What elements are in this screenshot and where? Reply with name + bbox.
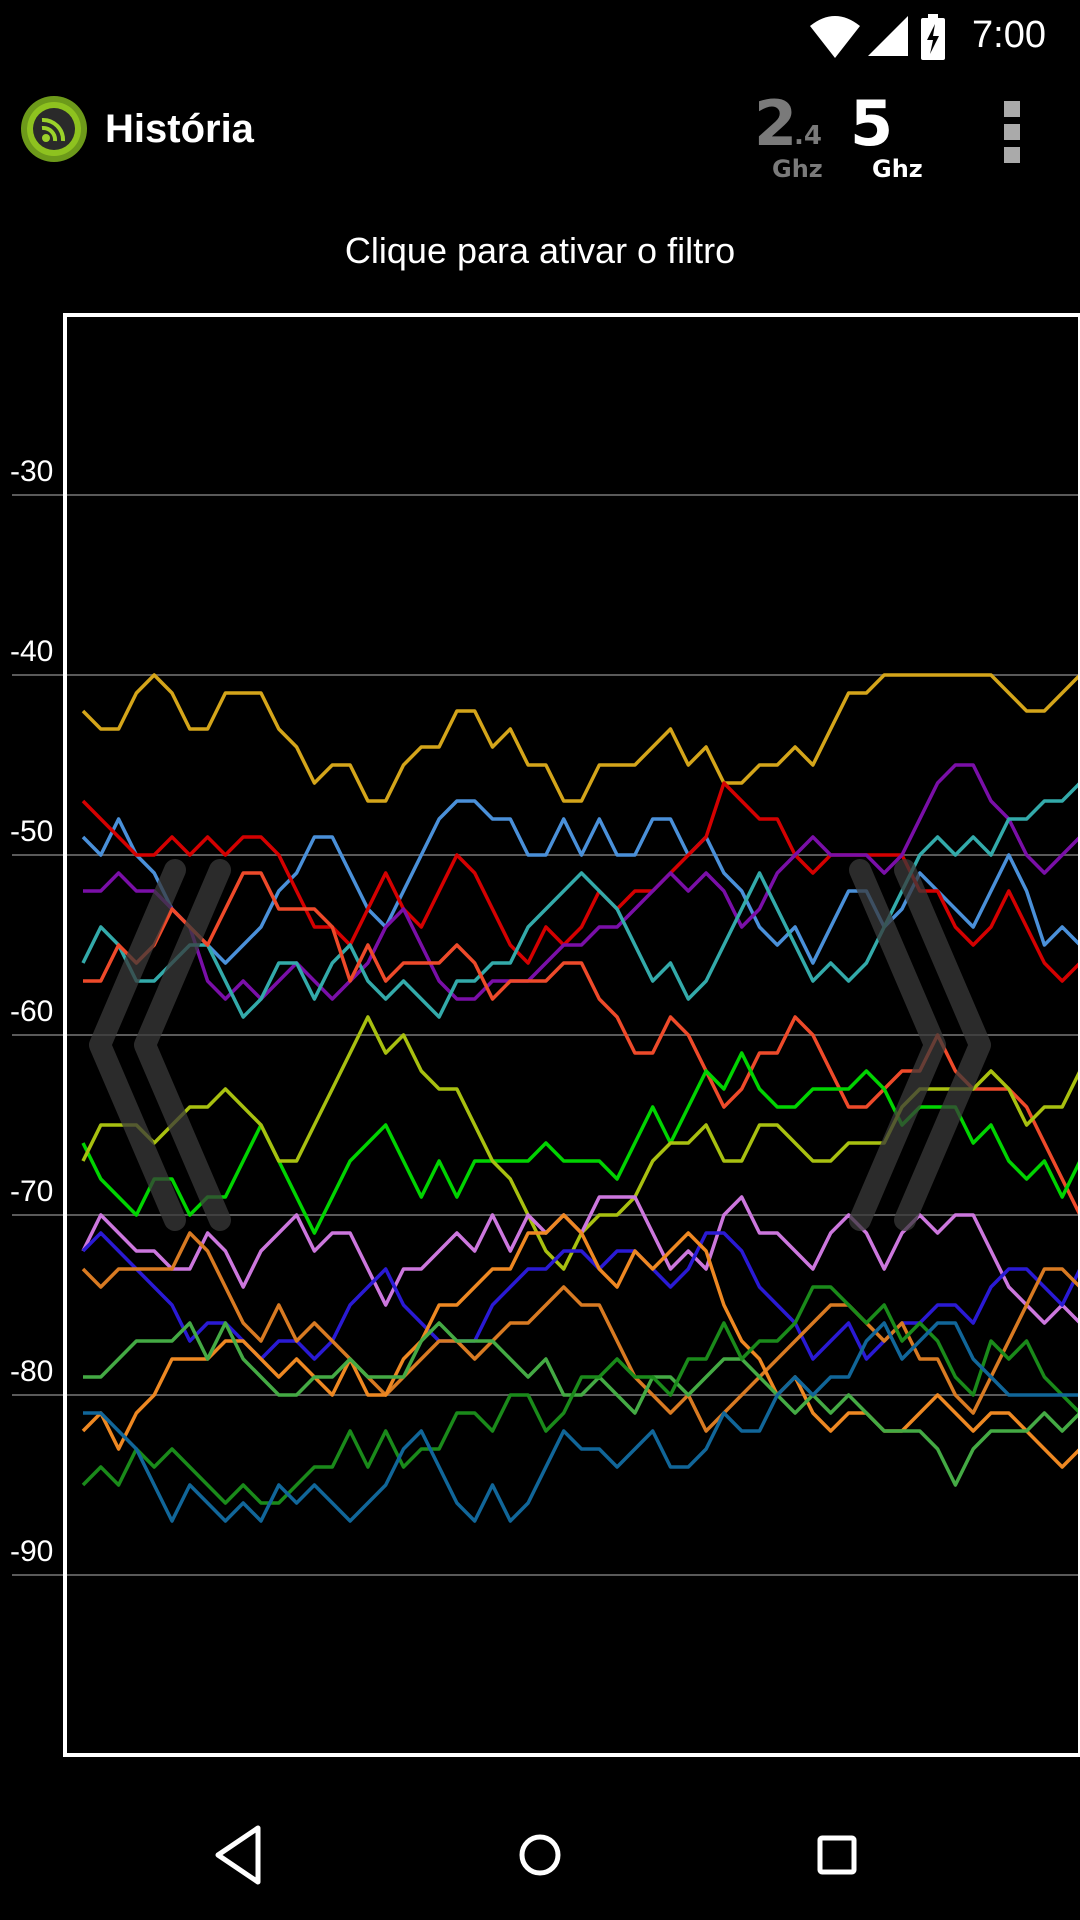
series-line-1 (81, 673, 1080, 803)
overflow-menu-icon[interactable] (995, 101, 1029, 163)
series-line-15 (83, 1321, 1080, 1523)
series-line-12 (81, 1213, 1080, 1469)
y-tick-label: -40 (10, 635, 53, 668)
chart-series (81, 673, 1080, 1523)
y-tick-label: -50 (10, 815, 53, 848)
y-tick-label: -30 (10, 455, 53, 488)
series-line-9 (81, 1195, 1080, 1326)
filter-hint[interactable]: Clique para ativar o filtro (344, 230, 736, 271)
y-tick-labels: -30 -40 -50 -60 -70 -80 -90 (10, 455, 53, 1568)
series-line-4 (83, 763, 1080, 1001)
page-title: História (105, 107, 254, 151)
battery-charging-icon (921, 14, 945, 60)
chart-frame (63, 313, 1080, 1757)
wifi-icon (810, 16, 860, 58)
home-icon[interactable] (480, 1790, 600, 1920)
band-24ghz-number: 2 (754, 87, 798, 160)
scroll-left-icon[interactable] (89, 859, 186, 1231)
signal-history-chart[interactable]: -30 -40 -50 -60 -70 -80 -90 (0, 300, 1080, 1770)
navigation-bar (0, 1790, 1080, 1920)
scroll-right-icon-inner (894, 859, 991, 1231)
scroll-left-icon-inner (134, 859, 231, 1231)
app-bar: História 2 .4 Ghz 5 Ghz (0, 75, 1080, 190)
wifi-analyzer-logo (21, 96, 87, 162)
scroll-right-icon[interactable] (849, 859, 946, 1231)
y-tick-label: -60 (10, 995, 53, 1028)
cell-signal-icon (868, 16, 908, 56)
status-time: 7:00 (972, 14, 1046, 56)
series-line-5 (81, 781, 1080, 1019)
recents-icon[interactable] (778, 1790, 898, 1920)
y-tick-label: -70 (10, 1175, 53, 1208)
back-icon[interactable] (182, 1790, 302, 1920)
band-5ghz-unit: Ghz (872, 155, 923, 183)
band-5ghz-number: 5 (850, 87, 894, 160)
series-line-11 (81, 1231, 1080, 1433)
y-tick-label: -90 (10, 1535, 53, 1568)
series-line-14 (81, 1285, 1080, 1505)
band-24ghz-unit: Ghz (772, 155, 823, 183)
status-bar: 7:00 (0, 0, 1080, 75)
scroll-arrows (89, 859, 991, 1231)
band-24ghz-decimal: .4 (794, 121, 822, 151)
y-tick-label: -80 (10, 1355, 53, 1388)
